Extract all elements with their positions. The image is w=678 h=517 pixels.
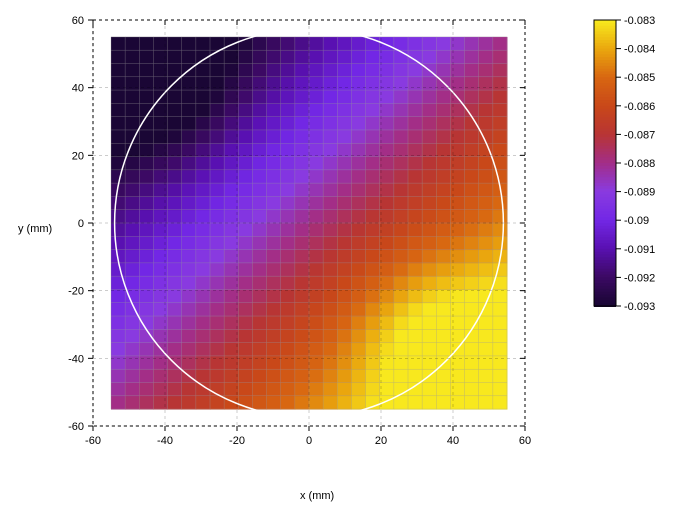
svg-text:-0.09: -0.09 xyxy=(624,215,649,227)
svg-text:-0.093: -0.093 xyxy=(624,301,655,313)
svg-text:-0.086: -0.086 xyxy=(624,101,655,113)
svg-text:-60: -60 xyxy=(68,421,84,433)
svg-text:-0.092: -0.092 xyxy=(624,272,655,284)
y-axis-label: y (mm) xyxy=(18,223,52,235)
svg-text:0: 0 xyxy=(78,218,84,230)
svg-text:-0.091: -0.091 xyxy=(624,244,655,256)
svg-text:40: 40 xyxy=(72,83,84,95)
svg-text:-0.088: -0.088 xyxy=(624,158,655,170)
x-axis-label: x (mm) xyxy=(300,490,334,502)
svg-text:60: 60 xyxy=(72,15,84,27)
svg-text:0: 0 xyxy=(306,435,312,447)
svg-text:40: 40 xyxy=(447,435,459,447)
svg-text:-20: -20 xyxy=(68,286,84,298)
svg-text:-0.087: -0.087 xyxy=(624,129,655,141)
svg-text:-0.089: -0.089 xyxy=(624,187,655,199)
svg-text:-0.084: -0.084 xyxy=(624,44,655,56)
heatmap-chart: -60-40-200204060-60-40-200204060-0.083-0… xyxy=(0,0,678,512)
svg-text:-0.085: -0.085 xyxy=(624,72,655,84)
chart-container: -60-40-200204060-60-40-200204060-0.083-0… xyxy=(0,0,678,512)
svg-text:60: 60 xyxy=(519,435,531,447)
svg-text:-40: -40 xyxy=(68,353,84,365)
svg-text:-40: -40 xyxy=(157,435,173,447)
svg-text:20: 20 xyxy=(72,150,84,162)
svg-text:20: 20 xyxy=(375,435,387,447)
svg-text:-60: -60 xyxy=(85,435,101,447)
colorbar: -0.083 -0.084 -0.085 -0.086 -0.087 -0.088 -0.0… xyxy=(594,15,655,313)
svg-text:-20: -20 xyxy=(229,435,245,447)
svg-text:-0.083: -0.083 xyxy=(624,15,655,27)
